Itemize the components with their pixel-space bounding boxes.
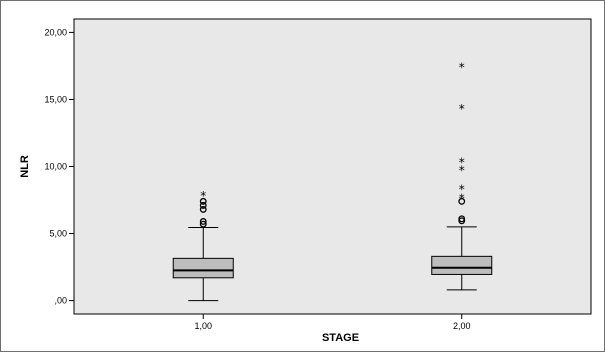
y-tick-label: 15,00 [44,94,67,104]
y-tick-label: 5,00 [49,229,67,239]
x-tick-label: 1,00 [194,321,212,331]
y-tick-label: 10,00 [44,162,67,172]
extreme-point: * [200,189,206,203]
x-axis: 1,00 2,00 [194,314,470,331]
y-tick-label: 20,00 [44,27,67,37]
extreme-point: * [459,102,465,116]
extreme-point: * [459,155,465,169]
y-axis-title: NLR [19,155,31,178]
plot-area [74,19,591,314]
y-axis: ,00 5,00 10,00 15,00 20,00 [44,27,74,305]
box-iqr [432,256,492,274]
y-tick-label: ,00 [54,296,67,306]
box-iqr [173,258,233,277]
extreme-point: * [459,182,465,196]
x-axis-title: STAGE [322,332,359,344]
x-tick-label: 2,00 [453,321,471,331]
extreme-point: * [459,60,465,74]
